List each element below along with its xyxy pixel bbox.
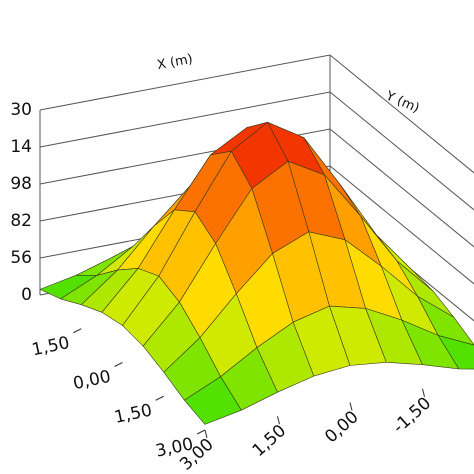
- z-tick-label: 30: [10, 100, 32, 120]
- y-tick: [204, 429, 208, 439]
- y-tick: [349, 402, 353, 411]
- z-tick-label: 56: [10, 248, 32, 268]
- grid-line: [39, 54, 474, 174]
- grid-line: [39, 165, 474, 285]
- surface-cell: [184, 376, 242, 425]
- x-tick: [73, 328, 82, 334]
- y-tick: [422, 388, 425, 397]
- grid-line: [39, 91, 474, 211]
- x-tick: [155, 395, 164, 401]
- surface: [39, 122, 474, 425]
- z-tick-label: 0: [21, 285, 32, 305]
- z-tick-label: 82: [10, 211, 32, 231]
- x-axis-title: X (m): [156, 52, 194, 73]
- z-tick-label: 14: [10, 137, 32, 157]
- x-tick: [196, 429, 206, 435]
- x-tick: [114, 362, 123, 367]
- y-tick: [277, 416, 280, 425]
- grid-line: [39, 128, 474, 248]
- z-tick-label: 98: [10, 174, 32, 194]
